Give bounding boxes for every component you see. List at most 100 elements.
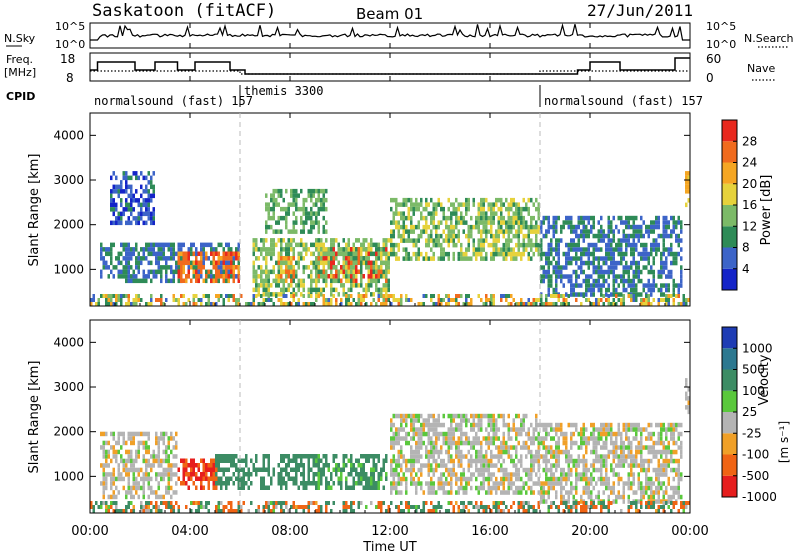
- velocity-cell: [242, 458, 245, 463]
- power-cell: [222, 256, 225, 261]
- power-cell: [435, 206, 438, 212]
- power-cell: [507, 202, 510, 207]
- velocity-cell: [435, 449, 438, 455]
- power-cell: [410, 224, 413, 230]
- velocity-cell: [602, 454, 605, 459]
- power-cell: [422, 294, 425, 298]
- power-cell: [495, 242, 498, 248]
- velocity-cell: [590, 431, 593, 437]
- velocity-cell: [217, 458, 220, 463]
- velocity-cell: [202, 467, 205, 472]
- velocity-cell: [440, 431, 443, 437]
- velocity-cell: [512, 445, 515, 450]
- power-cell: [555, 269, 558, 275]
- velocity-cell: [170, 501, 173, 505]
- velocity-cell: [345, 463, 348, 468]
- velocity-cell: [282, 481, 285, 486]
- velocity-cell: [212, 485, 215, 490]
- power-cell: [562, 224, 565, 230]
- power-cell: [405, 247, 408, 252]
- power-cell: [395, 211, 398, 216]
- velocity-cell: [425, 445, 428, 450]
- velocity-cell: [615, 499, 618, 504]
- power-cell: [140, 256, 143, 261]
- power-cell: [197, 260, 200, 265]
- velocity-cell: [475, 440, 478, 446]
- velocity-cell: [462, 454, 465, 459]
- power-cell: [607, 215, 610, 221]
- velocity-cell: [640, 458, 643, 464]
- velocity-cell: [397, 458, 400, 464]
- velocity-cell: [685, 396, 688, 401]
- power-cell: [572, 269, 575, 275]
- velocity-cell: [650, 458, 653, 464]
- power-cell: [182, 278, 185, 283]
- power-cell: [500, 294, 503, 298]
- velocity-cell: [587, 476, 590, 482]
- power-cell: [357, 302, 360, 306]
- power-cell: [140, 171, 143, 176]
- velocity-cell: [495, 476, 498, 482]
- velocity-cell: [567, 467, 570, 473]
- velocity-cell: [595, 427, 598, 432]
- power-cell: [485, 251, 488, 257]
- power-cell: [205, 251, 208, 256]
- power-cell: [632, 224, 635, 230]
- velocity-cell: [680, 422, 683, 428]
- velocity-cell: [480, 422, 483, 428]
- velocity-cell: [322, 472, 325, 477]
- power-cell: [280, 229, 283, 234]
- velocity-cell: [295, 454, 298, 459]
- power-cell: [317, 256, 320, 261]
- velocity-cell: [115, 440, 118, 446]
- velocity-cell: [677, 490, 680, 495]
- power-cell: [307, 211, 310, 216]
- power-cell: [672, 278, 675, 284]
- power-cell: [330, 260, 333, 265]
- power-cell: [587, 287, 590, 293]
- power-cell: [322, 269, 325, 274]
- velocity-cell: [382, 458, 385, 463]
- power-cell: [302, 302, 305, 306]
- power-cell: [657, 233, 660, 239]
- velocity-cell: [127, 490, 130, 495]
- velocity-cell: [437, 431, 440, 437]
- velocity-cell: [627, 476, 630, 482]
- power-cell: [285, 260, 288, 266]
- velocity-cell: [327, 485, 330, 490]
- velocity-cell: [657, 431, 660, 437]
- power-cell: [457, 233, 460, 239]
- velocity-cell: [307, 463, 310, 468]
- velocity-cell: [475, 431, 478, 437]
- velocity-cell: [117, 467, 120, 473]
- power-cell: [352, 278, 355, 283]
- power-cell: [200, 256, 203, 261]
- power-cell: [252, 251, 255, 257]
- power-cell: [490, 220, 493, 225]
- velocity-cell: [555, 440, 558, 446]
- velocity-cell: [330, 485, 333, 490]
- velocity-cell: [185, 458, 188, 463]
- velocity-cell: [552, 454, 555, 459]
- power-cell: [275, 283, 278, 288]
- power-cell: [562, 302, 565, 306]
- velocity-cell: [142, 454, 145, 459]
- power-cell: [127, 251, 130, 257]
- power-cell: [497, 206, 500, 212]
- power-cell: [607, 224, 610, 230]
- velocity-cell: [420, 467, 423, 473]
- power-cell: [592, 215, 595, 221]
- power-cell: [325, 256, 328, 261]
- power-cell: [510, 206, 513, 212]
- power-cell: [150, 251, 153, 257]
- power-cell: [285, 188, 288, 194]
- velocity-cell: [555, 427, 558, 432]
- power-cell: [595, 265, 598, 270]
- power-cell: [490, 298, 493, 302]
- power-cell: [492, 211, 495, 216]
- velocity-cell: [457, 458, 460, 464]
- power-cell: [187, 274, 190, 279]
- velocity-cell: [490, 472, 493, 477]
- power-cell: [152, 274, 155, 279]
- velocity-cell: [360, 463, 363, 468]
